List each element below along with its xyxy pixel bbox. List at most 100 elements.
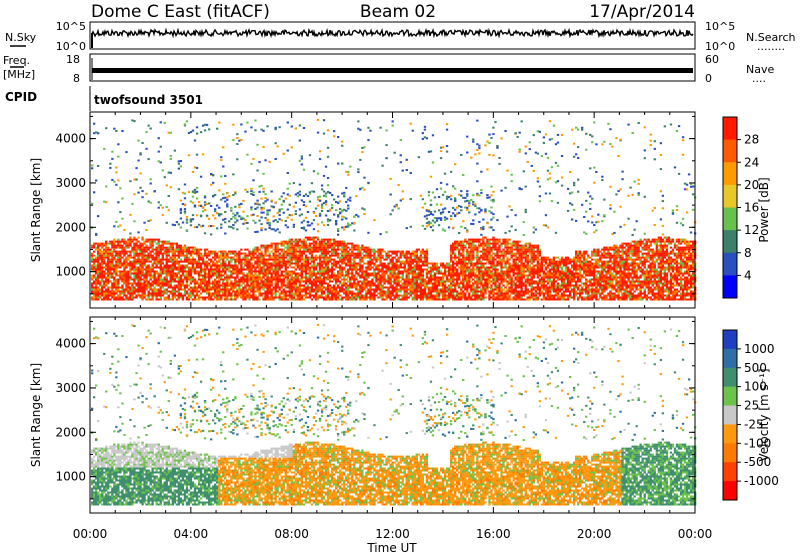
- range-gate-cell: [435, 294, 439, 297]
- range-gate-cell: [405, 298, 408, 301]
- range-gate-cell: [452, 296, 455, 299]
- range-gate-cell: [318, 158, 322, 161]
- range-gate-cell: [383, 250, 386, 253]
- range-gate-cell: [292, 248, 296, 251]
- range-gate-cell: [302, 288, 306, 291]
- range-gate-cell: [234, 252, 237, 255]
- range-gate-cell: [431, 288, 435, 291]
- range-gate-cell: [359, 188, 362, 191]
- range-gate-cell: [115, 268, 118, 271]
- range-gate-cell: [218, 264, 221, 267]
- range-gate-cell: [411, 278, 414, 281]
- range-gate-cell: [367, 268, 370, 271]
- range-gate-cell: [133, 254, 136, 257]
- range-gate-cell: [300, 264, 304, 267]
- range-gate-cell: [103, 286, 106, 289]
- range-gate-cell: [347, 274, 350, 277]
- range-gate-cell: [369, 260, 372, 263]
- range-gate-cell: [308, 262, 312, 265]
- range-gate-cell: [181, 266, 185, 269]
- range-gate-cell: [361, 284, 364, 287]
- range-gate-cell: [353, 274, 356, 277]
- range-gate-cell: [454, 199, 457, 202]
- range-gate-cell: [171, 296, 175, 299]
- range-gate-cell: [421, 206, 425, 209]
- range-gate-cell: [280, 244, 283, 247]
- range-gate-cell: [405, 294, 408, 297]
- range-gate-cell: [159, 244, 162, 247]
- range-gate-cell: [117, 179, 120, 182]
- range-gate-cell: [439, 264, 443, 267]
- range-gate-cell: [210, 292, 213, 295]
- range-gate-cell: [415, 256, 419, 259]
- range-gate-cell: [377, 296, 380, 299]
- range-gate-cell: [139, 286, 142, 289]
- range-gate-cell: [300, 163, 304, 166]
- range-gate-cell: [201, 224, 205, 227]
- range-gate-cell: [183, 284, 187, 287]
- range-gate-cell: [363, 146, 366, 149]
- range-gate-cell: [324, 256, 328, 259]
- range-gate-cell: [320, 254, 324, 257]
- range-gate-cell: [214, 256, 217, 259]
- range-gate-cell: [246, 153, 249, 156]
- range-gate-cell: [339, 268, 342, 271]
- range-gate-cell: [236, 272, 239, 275]
- range-gate-cell: [274, 268, 277, 271]
- range-gate-cell: [203, 276, 207, 279]
- range-gate-cell: [308, 244, 312, 247]
- range-gate-cell: [452, 256, 455, 259]
- range-gate-cell: [268, 254, 271, 257]
- range-gate-cell: [417, 268, 421, 271]
- range-gate-cell: [347, 294, 350, 297]
- range-gate-cell: [220, 156, 223, 159]
- range-gate-cell: [246, 278, 249, 281]
- range-gate-cell: [389, 292, 392, 295]
- range-gate-cell: [135, 252, 138, 255]
- range-gate-cell: [191, 278, 195, 281]
- range-gate-cell: [121, 284, 124, 287]
- range-gate-cell: [403, 252, 406, 255]
- range-gate-cell: [298, 296, 302, 299]
- range-gate-cell: [435, 219, 439, 222]
- range-gate-cell: [135, 262, 138, 265]
- range-gate-cell: [131, 246, 134, 249]
- range-gate-cell: [421, 278, 425, 281]
- range-gate-cell: [91, 266, 94, 269]
- range-gate-cell: [143, 290, 146, 293]
- range-gate-cell: [349, 296, 352, 299]
- range-gate-cell: [143, 268, 146, 271]
- range-gate-cell: [216, 296, 219, 299]
- range-gate-cell: [389, 298, 392, 301]
- range-gate-cell: [290, 125, 293, 128]
- range-gate-cell: [248, 260, 251, 263]
- range-gate-cell: [232, 258, 235, 261]
- range-gate-cell: [95, 233, 98, 236]
- range-gate-cell: [169, 272, 172, 275]
- range-gate-cell: [419, 292, 423, 295]
- range-gate-cell: [286, 187, 289, 190]
- range-gate-cell: [203, 278, 207, 281]
- range-gate-cell: [383, 290, 386, 293]
- range-gate-cell: [147, 270, 150, 273]
- range-gate-cell: [460, 298, 463, 301]
- range-gate-cell: [230, 209, 233, 212]
- range-gate-cell: [361, 296, 364, 299]
- range-gate-cell: [326, 272, 330, 275]
- range-gate-cell: [129, 180, 132, 183]
- range-gate-cell: [228, 270, 231, 273]
- range-gate-cell: [286, 208, 289, 211]
- range-gate-cell: [415, 296, 419, 299]
- range-gate-cell: [220, 198, 223, 201]
- range-gate-cell: [316, 294, 320, 297]
- range-gate-cell: [359, 288, 362, 291]
- range-gate-cell: [290, 254, 293, 257]
- range-gate-cell: [147, 258, 150, 261]
- range-gate-cell: [151, 282, 154, 285]
- range-gate-cell: [369, 262, 372, 265]
- range-gate-cell: [111, 276, 114, 279]
- range-gate-cell: [375, 268, 378, 271]
- range-gate-cell: [177, 286, 181, 289]
- range-gate-cell: [143, 221, 146, 224]
- range-gate-cell: [431, 278, 435, 281]
